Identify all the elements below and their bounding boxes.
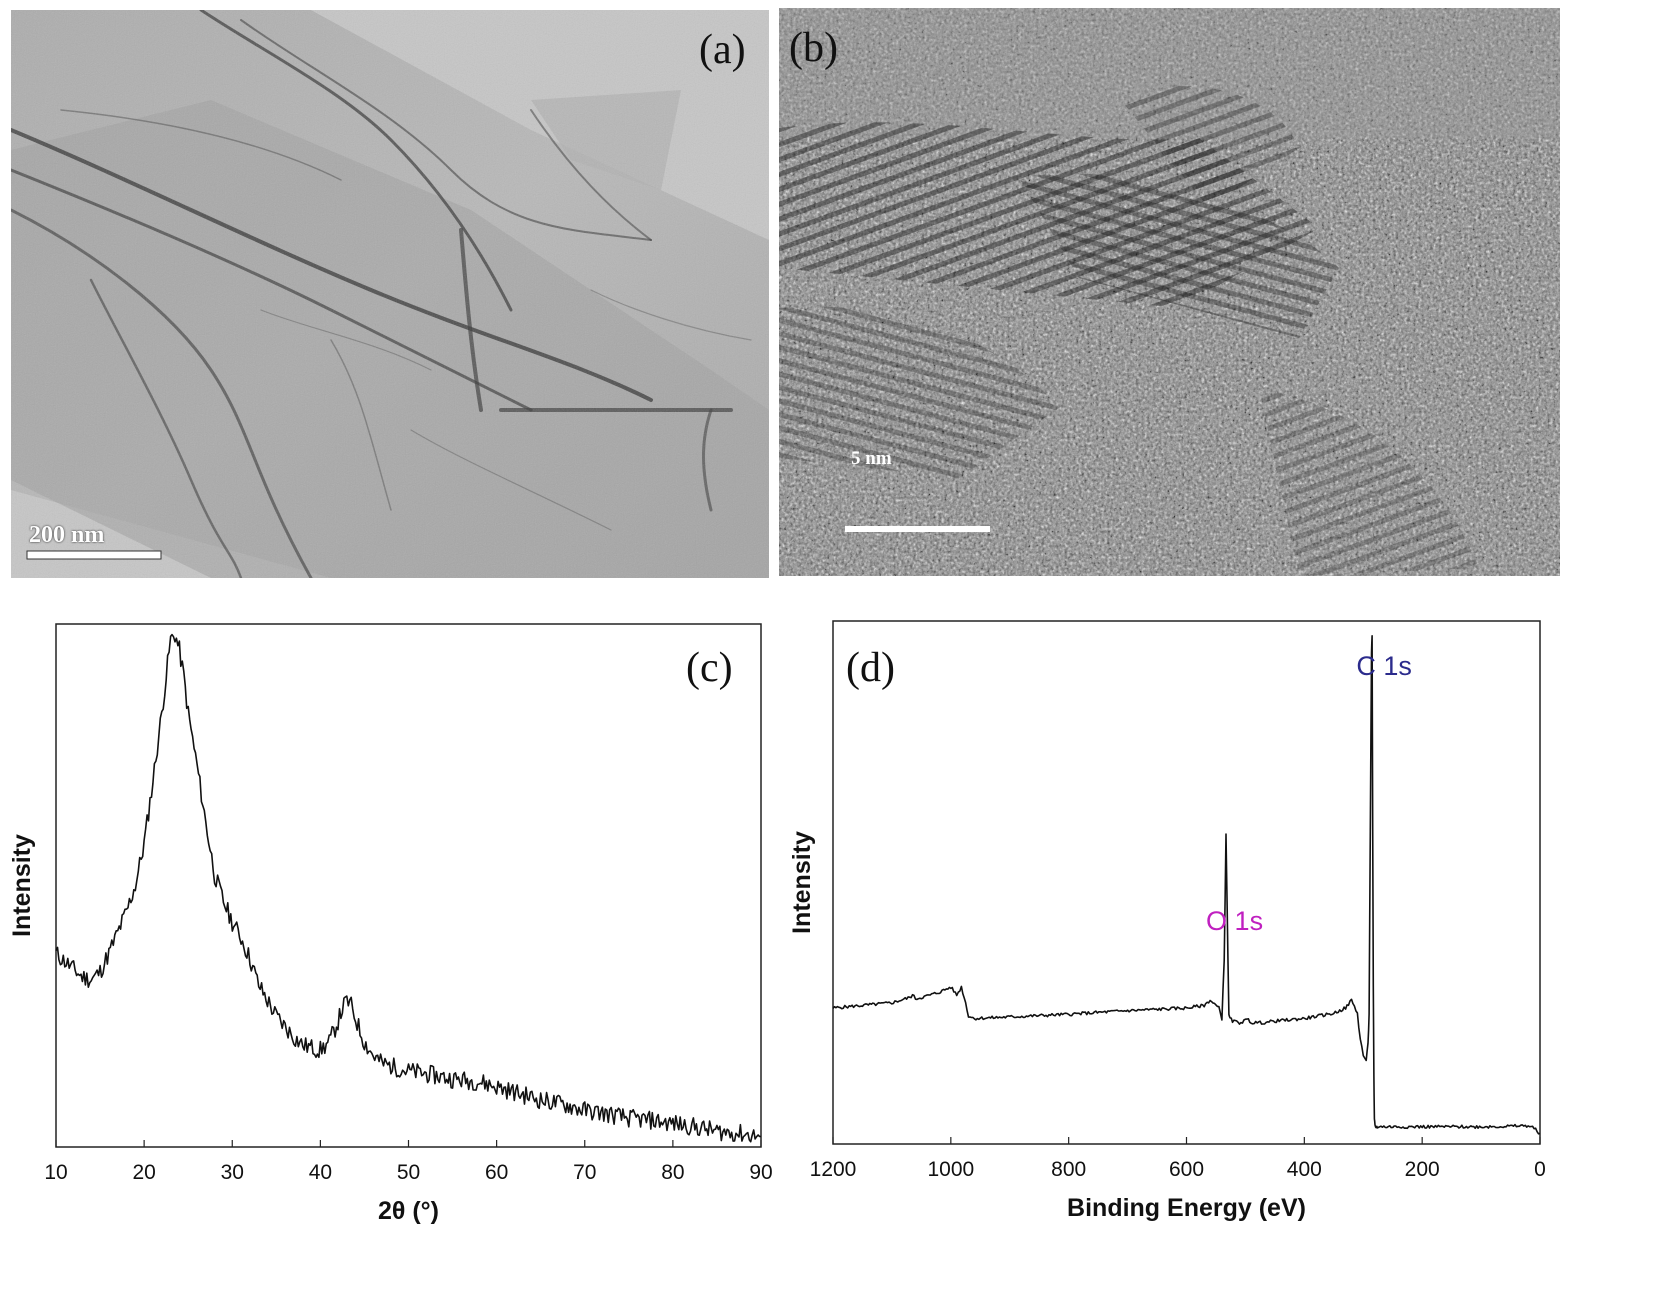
series-line [832,634,1541,1135]
x-axis-label: 2θ (°) [378,1197,439,1225]
y-axis-label: Intensity [790,831,816,934]
panel-label-d: (d) [846,645,895,691]
x-axis-label: Binding Energy (eV) [1067,1194,1306,1222]
x-tick-label: 200 [1405,1158,1440,1181]
panel-label-b: (b) [789,25,838,71]
series-line [55,633,762,1143]
x-tick-label: 1000 [927,1158,974,1181]
x-tick-label: 600 [1169,1158,1204,1181]
tem-image-b: (b) 5 nm [779,8,1560,576]
panel-label-a: (a) [699,27,746,73]
x-tick-label: 70 [573,1161,596,1184]
chart-c-svg: 10 20 30 40 50 60 70 80 90 2θ (°) Intensity [8,623,773,1225]
x-tick-label: 10 [44,1161,67,1184]
x-tick-label: 400 [1287,1158,1322,1181]
scale-bar-a [26,550,162,560]
x-tick-label: 80 [661,1161,684,1184]
tem-image-a: (a) 200 nm [11,10,769,578]
scale-bar-b [845,526,990,532]
x-tick-label: 50 [397,1161,420,1184]
peak-annotation: O 1s [1206,906,1263,936]
scale-bar-a-text: 200 nm [29,522,105,548]
x-tick-label: 0 [1534,1158,1546,1181]
x-tick-label: 90 [749,1161,772,1184]
plot-frame [55,623,762,1148]
scale-bar-b-text: 5 nm [851,448,892,469]
panel-label-c: (c) [686,645,733,691]
x-tick-label: 40 [309,1161,332,1184]
chart-c: 10 20 30 40 50 60 70 80 90 2θ (°) Intensity (c) [0,600,800,1300]
y-axis-label: Intensity [8,834,36,937]
tem-image-a-graphic [11,10,769,578]
x-tick-label: 800 [1051,1158,1086,1181]
x-tick-label: 60 [485,1161,508,1184]
chart-d-svg: 1200 1000 800 600 400 200 0 Binding Energy (eV)… [790,620,1546,1222]
plot-frame [832,620,1541,1145]
chart-d: 1200 1000 800 600 400 200 0 Binding Energy (eV)… [790,600,1653,1300]
x-tick-label: 1200 [810,1158,857,1181]
peak-annotation: C 1s [1356,651,1412,681]
x-tick-label: 30 [221,1161,244,1184]
x-tick-label: 20 [132,1161,155,1184]
tem-image-b-graphic [779,8,1560,576]
